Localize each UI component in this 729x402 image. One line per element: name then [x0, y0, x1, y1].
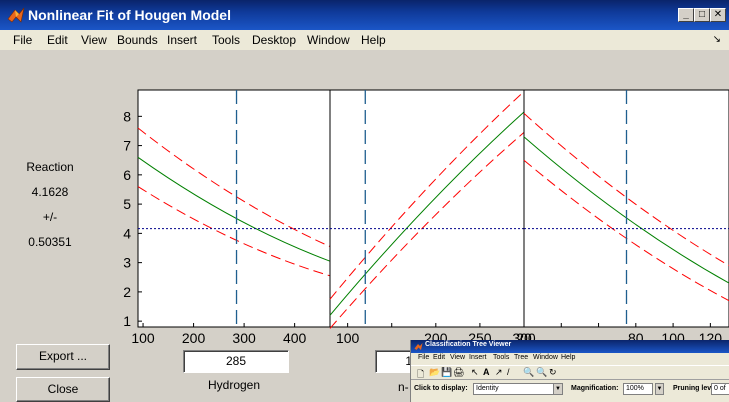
- upper-bound-line-1: [137, 127, 331, 247]
- insert-text-icon[interactable]: A: [483, 367, 490, 377]
- matlab-logo-icon: [7, 7, 25, 23]
- export-button[interactable]: Export ...: [16, 344, 110, 370]
- menu-bounds[interactable]: Bounds: [117, 33, 158, 47]
- lower-bound-line-1: [137, 186, 331, 277]
- click-to-display-label: Click to display:: [414, 385, 468, 392]
- ctv-menu-tools[interactable]: Tools: [493, 354, 510, 361]
- new-file-icon[interactable]: 🗋: [417, 369, 425, 379]
- magnification-select[interactable]: 100%: [623, 383, 653, 395]
- lower-bound-line-2: [329, 132, 525, 329]
- close-button[interactable]: Close: [16, 377, 110, 402]
- n-pentane-value-input[interactable]: 1: [375, 350, 415, 373]
- y-tick-label: 8: [123, 108, 131, 124]
- hydrogen-axis-label: Hydrogen: [208, 378, 261, 392]
- menu-window[interactable]: Window: [307, 33, 350, 47]
- ctv-menu-insert[interactable]: Insert: [469, 354, 487, 361]
- ctv-menu-help[interactable]: Help: [561, 354, 576, 361]
- minimize-button[interactable]: _: [678, 8, 694, 22]
- x-tick-label: 300: [232, 330, 256, 346]
- upper-bound-line-3: [523, 113, 729, 266]
- plot-panel-3: [523, 89, 729, 328]
- save-icon[interactable]: 💾: [441, 367, 453, 377]
- window-title: Nonlinear Fit of Hougen Model: [28, 7, 231, 23]
- ctv-title: Classification Tree Viewer: [425, 341, 512, 348]
- pruning-level-value[interactable]: 0 of 8: [711, 383, 729, 395]
- insert-line-icon[interactable]: /: [507, 367, 510, 377]
- classification-tree-viewer-window[interactable]: Classification Tree Viewer File Edit Vie…: [410, 340, 729, 402]
- select-arrow-icon[interactable]: ↖: [471, 367, 479, 377]
- ctv-menu-window[interactable]: Window: [533, 354, 558, 361]
- response-label: Reaction: [26, 160, 74, 174]
- maximize-button[interactable]: □: [694, 8, 710, 22]
- close-window-button[interactable]: ✕: [710, 8, 726, 22]
- insert-arrow-icon[interactable]: ↗: [495, 367, 503, 377]
- chevron-down-icon[interactable]: ▼: [553, 384, 562, 394]
- fit-line-2: [329, 111, 525, 316]
- ctv-title-bar: Classification Tree Viewer: [411, 340, 729, 353]
- ctv-menu-tree[interactable]: Tree: [514, 354, 529, 361]
- zoom-out-icon[interactable]: 🔍: [536, 367, 548, 377]
- response-value: 4.1628: [31, 185, 69, 199]
- click-to-display-value: Identity: [476, 385, 499, 392]
- y-tick-label: 5: [123, 196, 131, 212]
- plot-panel-2: [329, 89, 525, 328]
- response-ci: 0.50351: [28, 235, 72, 249]
- hydrogen-value-input[interactable]: 285: [183, 350, 289, 373]
- plot-panel-1: [137, 89, 331, 328]
- click-to-display-select[interactable]: Identity ▼: [473, 383, 563, 395]
- menu-tools[interactable]: Tools: [212, 33, 241, 47]
- matlab-logo-icon: [414, 343, 423, 350]
- chevron-down-icon[interactable]: ▼: [655, 383, 664, 395]
- n-pentane-axis-label: n-: [398, 380, 409, 394]
- fit-line-1: [137, 156, 331, 262]
- x-tick-label: 200: [182, 330, 206, 346]
- magnification-label: Magnification:: [571, 385, 619, 392]
- menu-desktop[interactable]: Desktop: [252, 33, 297, 47]
- rotate-icon[interactable]: ↻: [549, 367, 557, 377]
- pruning-level-label: Pruning level:: [673, 385, 720, 392]
- title-bar: Nonlinear Fit of Hougen Model _ □ ✕: [0, 0, 729, 30]
- print-icon[interactable]: 🖨: [453, 367, 465, 377]
- ctv-menu-file[interactable]: File: [418, 354, 430, 361]
- menu-edit[interactable]: Edit: [47, 33, 68, 47]
- x-tick-label: 100: [336, 330, 360, 346]
- x-tick-label: 400: [283, 330, 307, 346]
- response-plusminus: +/-: [42, 210, 58, 224]
- menu-insert[interactable]: Insert: [167, 33, 198, 47]
- magnification-value: 100%: [626, 385, 644, 392]
- upper-bound-line-2: [329, 91, 525, 300]
- menu-bar: File Edit View Bounds Insert Tools Deskt…: [0, 30, 729, 50]
- ctv-toolbar: [411, 365, 729, 380]
- menu-file[interactable]: File: [13, 33, 33, 47]
- open-folder-icon[interactable]: 📂: [429, 367, 441, 377]
- ctv-menu-edit[interactable]: Edit: [433, 354, 446, 361]
- y-tick-label: 6: [123, 167, 131, 183]
- y-tick-label: 4: [123, 225, 131, 241]
- y-tick-label: 3: [123, 255, 131, 271]
- x-tick-label: 100: [131, 330, 155, 346]
- dock-arrow-icon[interactable]: ↘: [712, 34, 721, 45]
- y-tick-label: 2: [123, 284, 131, 300]
- menu-help[interactable]: Help: [361, 33, 386, 47]
- y-tick-label: 7: [123, 138, 131, 154]
- y-tick-label: 1: [123, 313, 131, 329]
- menu-view[interactable]: View: [81, 33, 107, 47]
- ctv-menu-view[interactable]: View: [450, 354, 466, 361]
- zoom-in-icon[interactable]: 🔍: [523, 367, 535, 377]
